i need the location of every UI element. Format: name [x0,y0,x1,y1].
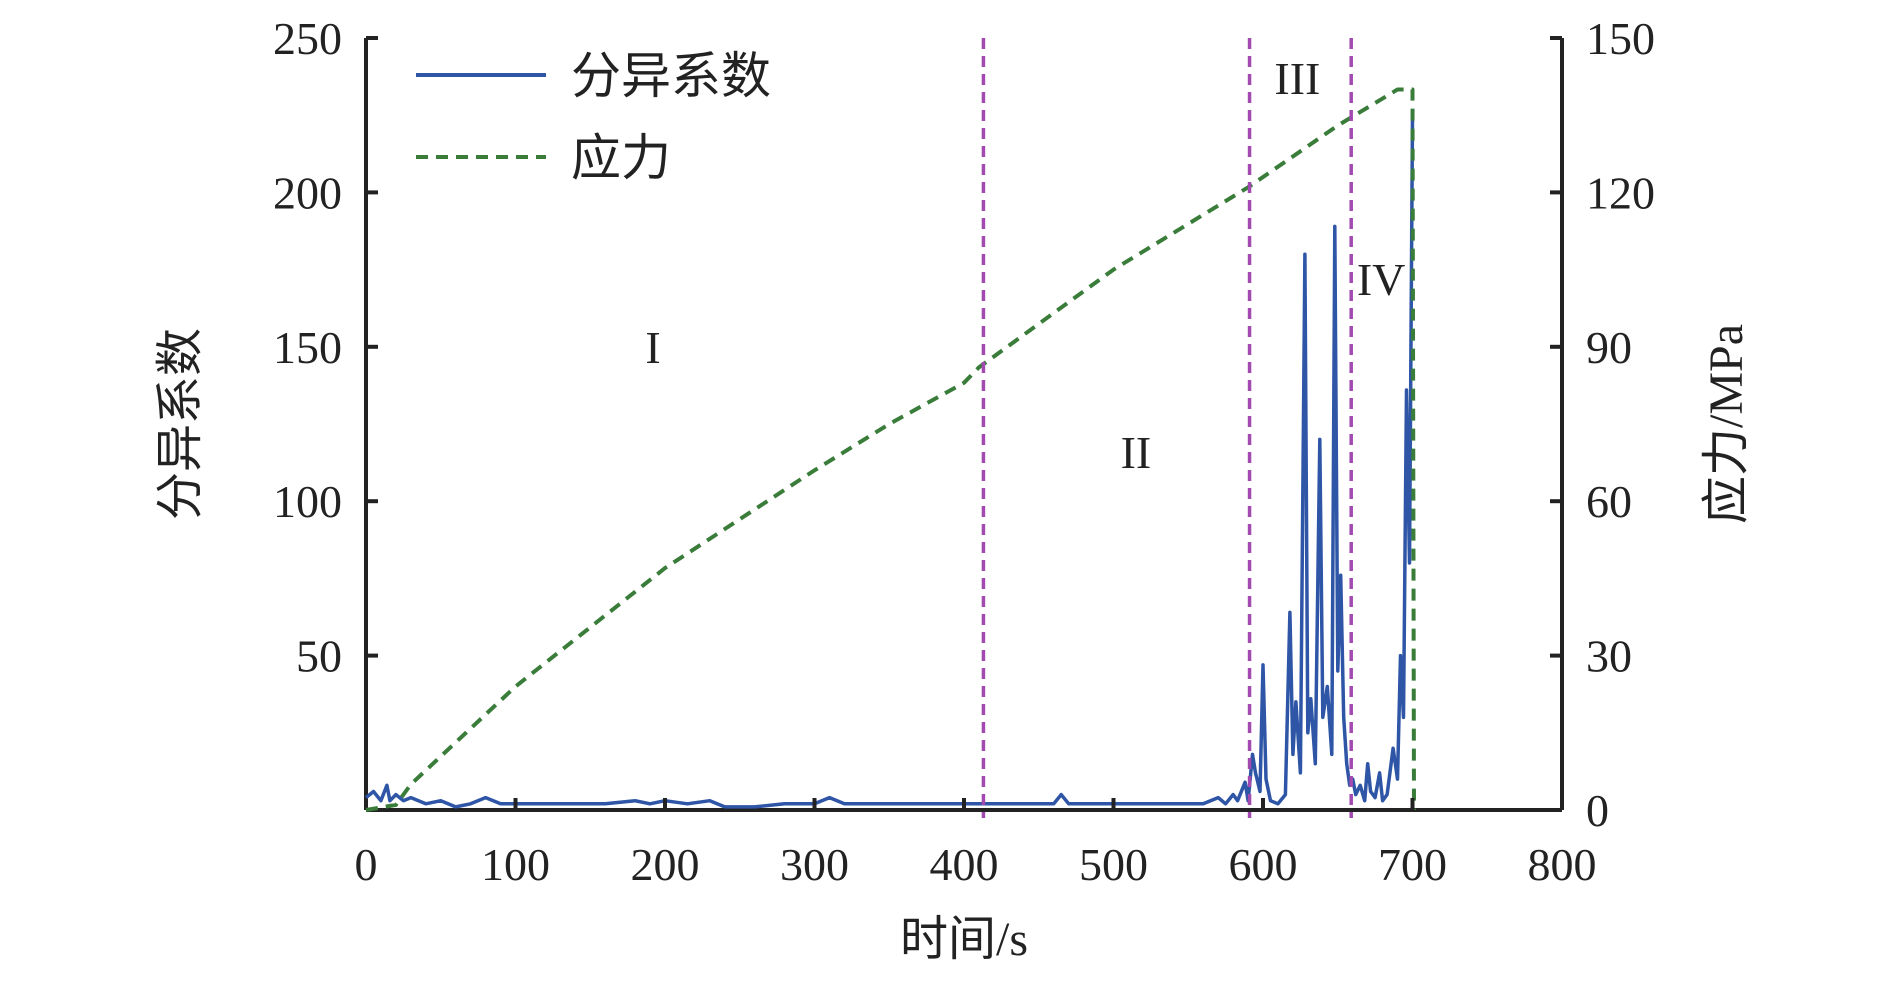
y-axis-title: 分异系数 [154,328,207,520]
y2-tick-label: 150 [1586,13,1655,64]
stage-label: III [1274,53,1320,104]
y2-tick-label: 90 [1586,322,1632,373]
x-tick-label: 400 [930,839,999,890]
plot-frame [364,38,1564,812]
stage-boundaries [981,38,1353,818]
x-tick-label: 500 [1079,839,1148,890]
x-axis-title: 时间/s [900,913,1028,966]
y2-tick-label: 0 [1586,785,1609,836]
y2-tick-label: 60 [1586,476,1632,527]
x-tick-label: 800 [1528,839,1597,890]
legend-label-coefficient: 分异系数 [571,48,771,104]
series-layer [364,87,1416,812]
y-tick-label: 50 [296,631,342,682]
y-tick-label: 150 [273,322,342,373]
x-tick-label: 600 [1229,839,1298,890]
stage-label: I [645,322,660,373]
y2-tick-label: 30 [1586,631,1632,682]
y2-axis-title: 应力/MPa [1700,324,1753,524]
legend: 分异系数 应力 [416,48,771,186]
stage-label: IV [1357,254,1406,305]
y-tick-label: 250 [273,13,342,64]
series-stress-line [365,87,1416,812]
axis-ticks: 0 100 200 300 400 500 600 700 800 50 100 150 200 250 0… [273,13,1655,890]
x-tick-label: 0 [355,839,378,890]
legend-label-stress: 应力 [571,130,671,186]
x-tick-label: 100 [481,839,550,890]
stage-label: II [1121,427,1152,478]
y-tick-label: 200 [273,167,342,218]
x-tick-label: 700 [1378,839,1447,890]
x-tick-label: 200 [631,839,700,890]
y2-tick-label: 120 [1586,167,1655,218]
x-tick-label: 300 [780,839,849,890]
y-tick-label: 100 [273,476,342,527]
series-coefficient-line [364,115,1415,809]
